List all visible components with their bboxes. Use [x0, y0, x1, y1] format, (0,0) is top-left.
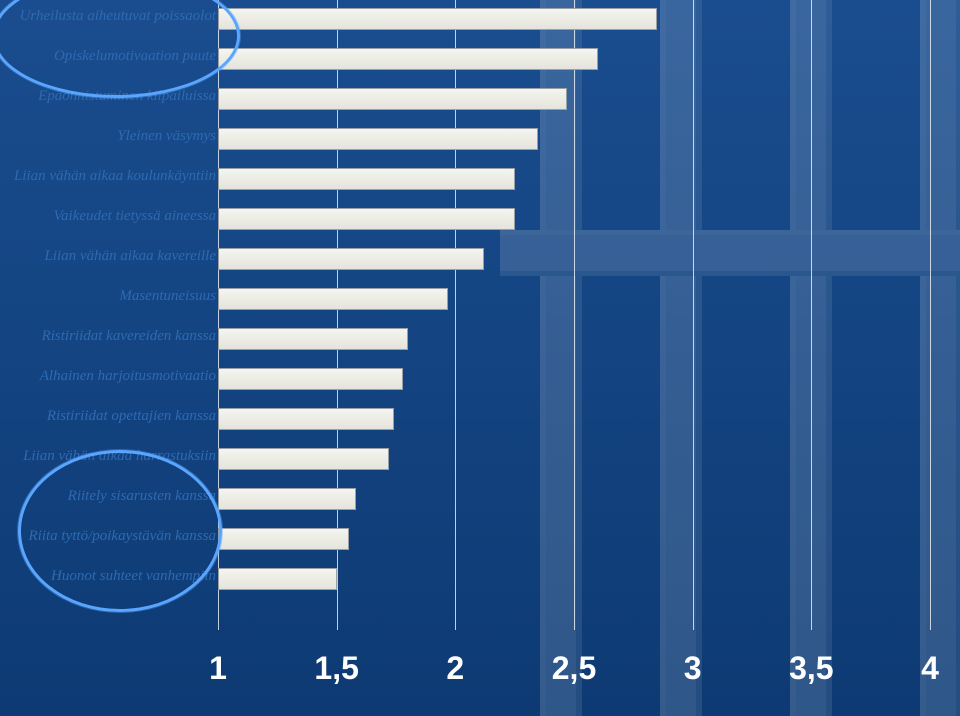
x-tick-label: 4 — [921, 650, 939, 687]
bar — [218, 326, 930, 352]
slide: Urheilusta aiheutuvat poissaolot Opiskelu… — [0, 0, 960, 716]
bar — [218, 46, 930, 72]
bar — [218, 406, 930, 432]
bar — [218, 566, 930, 592]
category-label: Urheilusta aiheutuvat poissaolot — [0, 8, 216, 25]
x-tick-label: 1,5 — [314, 650, 358, 687]
category-label: Ristiriidat opettajien kanssa — [0, 408, 216, 425]
bar — [218, 86, 930, 112]
x-tick-label: 2,5 — [552, 650, 596, 687]
x-tick-label: 3,5 — [789, 650, 833, 687]
bar — [218, 166, 930, 192]
category-label: Masentuneisuus — [0, 288, 216, 305]
bar — [218, 366, 930, 392]
bar — [218, 206, 930, 232]
category-label: Ristiriidat kavereiden kanssa — [0, 328, 216, 345]
bar — [218, 6, 930, 32]
bar — [218, 246, 930, 272]
category-label: Liian vähän aikaa harrastuksiin — [0, 448, 216, 465]
bar — [218, 486, 930, 512]
bar — [218, 126, 930, 152]
category-label: Yleinen väsymys — [0, 128, 216, 145]
category-label: Liian vähän aikaa koulunkäyntiin — [0, 168, 216, 185]
bar — [218, 526, 930, 552]
bar — [218, 286, 930, 312]
x-tick-label: 1 — [209, 650, 227, 687]
category-label: Huonot suhteet vanhempiin — [0, 568, 216, 585]
bar-chart: Urheilusta aiheutuvat poissaolot Opiskelu… — [0, 0, 960, 716]
x-axis: 11,522,533,54 — [218, 650, 930, 700]
category-label: Riita tyttö/poikaystävän kanssa — [0, 528, 216, 545]
x-tick-label: 2 — [446, 650, 464, 687]
category-label: Liian vähän aikaa kavereille — [0, 248, 216, 265]
gridline — [930, 0, 931, 630]
bar — [218, 446, 930, 472]
category-label: Epäonnistuminen kilpailuissa — [0, 88, 216, 105]
plot-area — [218, 0, 930, 630]
x-tick-label: 3 — [684, 650, 702, 687]
category-label: Vaikeudet tietyssä aineessa — [0, 208, 216, 225]
category-label: Riitely sisarusten kanssa — [0, 488, 216, 505]
category-label: Alhainen harjoitusmotivaatio — [0, 368, 216, 385]
category-label: Opiskelumotivaation puute — [0, 48, 216, 65]
